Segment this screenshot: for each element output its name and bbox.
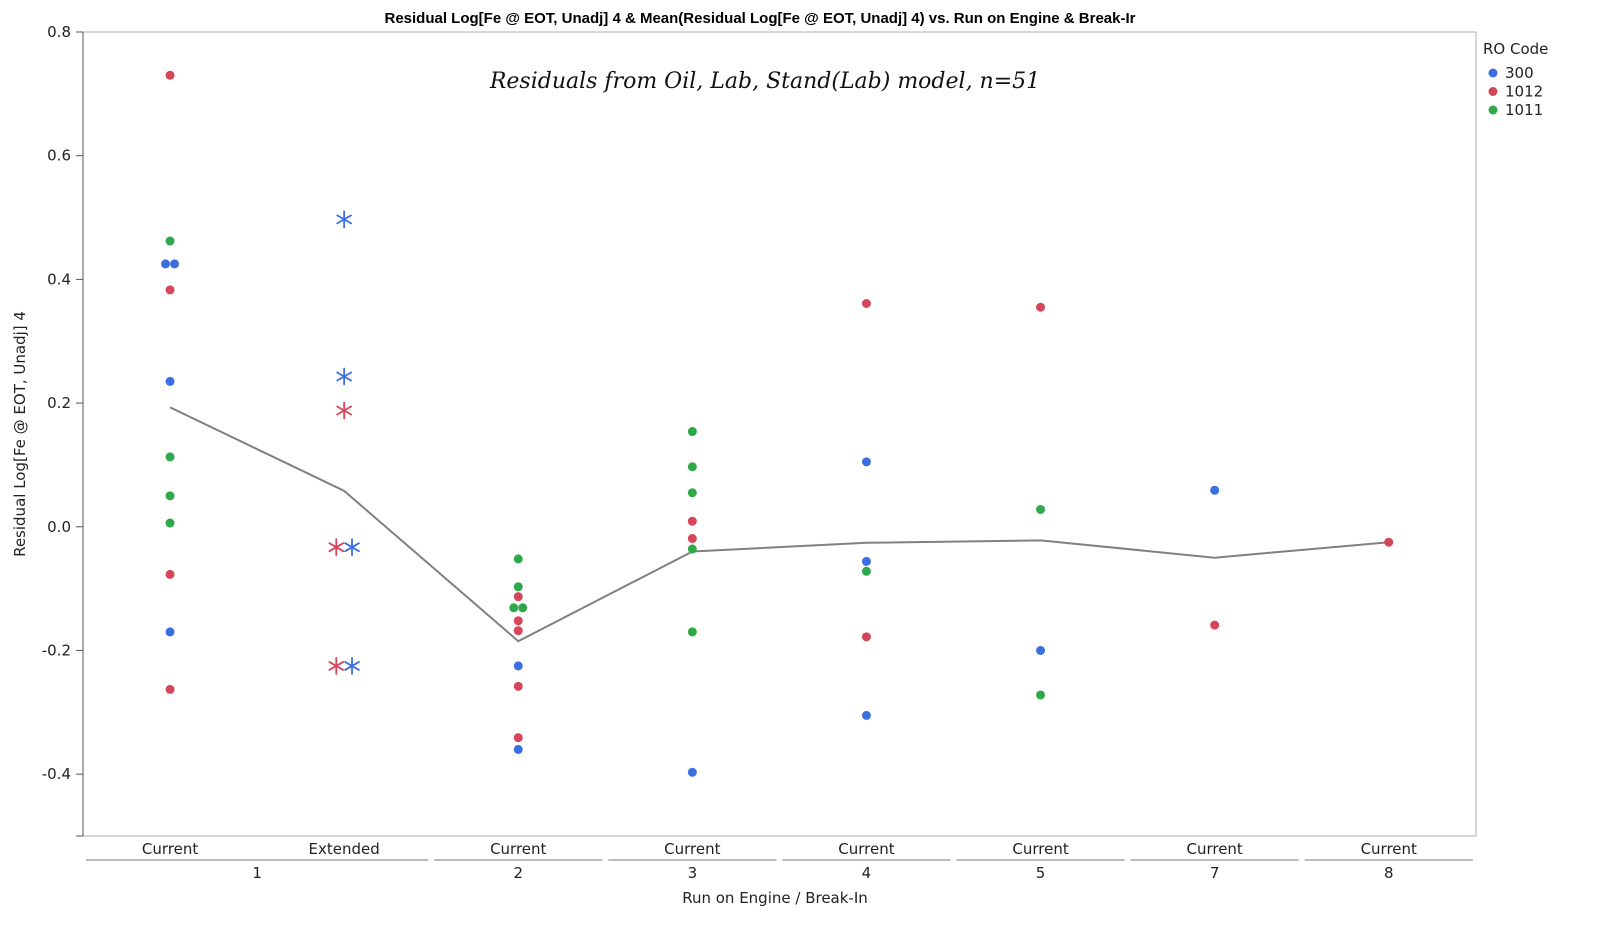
x-group-label: 1 <box>252 864 262 882</box>
data-point-star <box>344 538 360 557</box>
legend-title: RO Code <box>1483 40 1548 58</box>
x-group-label: 3 <box>688 864 698 882</box>
data-point <box>165 518 175 528</box>
data-point <box>687 627 697 637</box>
data-point <box>861 556 871 566</box>
data-point <box>687 488 697 498</box>
mean-line <box>169 406 1389 643</box>
data-points-layer <box>161 70 1394 777</box>
data-point-star <box>344 657 360 675</box>
x-category-label: Current <box>490 840 546 858</box>
x-axis: Current Extended Current Current Current Curr… <box>86 840 1473 882</box>
data-point-star <box>328 657 345 675</box>
data-point <box>165 452 175 462</box>
x-category-label: Extended <box>309 840 380 858</box>
data-point <box>687 462 697 472</box>
data-point <box>1036 302 1046 312</box>
legend-label: 1011 <box>1505 101 1543 119</box>
star-stroke <box>328 542 345 553</box>
data-point <box>1210 485 1220 495</box>
data-point <box>687 544 697 554</box>
data-point <box>513 661 523 671</box>
y-tick-label: 0.0 <box>47 518 71 536</box>
data-point <box>513 733 523 743</box>
x-category-label: Current <box>142 840 198 858</box>
x-group-label: 2 <box>513 864 523 882</box>
data-point-star <box>336 401 352 420</box>
data-point <box>518 603 528 613</box>
x-category-label: Current <box>838 840 894 858</box>
model-annotation: Residuals from Oil, Lab, Stand(Lab) mode… <box>489 69 1040 94</box>
legend-marker <box>1488 87 1498 96</box>
y-tick-label: 0.8 <box>47 23 71 41</box>
star-stroke <box>336 214 352 225</box>
legend-label: 300 <box>1505 64 1534 82</box>
data-point <box>687 516 697 526</box>
data-point <box>1036 645 1046 655</box>
x-category-label: Current <box>1186 840 1242 858</box>
x-group-label: 5 <box>1036 864 1046 882</box>
mean-line-layer <box>169 406 1389 643</box>
data-point <box>1036 690 1046 700</box>
y-tick-label: -0.4 <box>42 765 71 783</box>
data-point <box>165 236 175 246</box>
data-point <box>1210 620 1220 630</box>
data-point <box>513 681 523 691</box>
data-point <box>687 427 697 437</box>
star-stroke <box>336 405 352 416</box>
data-point <box>861 710 871 720</box>
data-point <box>161 259 171 269</box>
data-point <box>1384 537 1394 547</box>
data-point <box>513 744 523 754</box>
data-point <box>1036 504 1046 514</box>
data-point <box>861 457 871 467</box>
chart-title: Residual Log[Fe @ EOT, Unadj] 4 & Mean(R… <box>384 10 1135 27</box>
x-group-label: 4 <box>862 864 872 882</box>
x-category-label: Current <box>664 840 720 858</box>
x-axis-title: Run on Engine / Break-In <box>682 889 868 907</box>
data-point <box>170 259 180 269</box>
star-stroke <box>336 371 352 382</box>
data-point <box>165 376 175 386</box>
data-point-star <box>336 367 352 386</box>
data-point <box>165 569 175 579</box>
data-point <box>165 70 175 80</box>
y-axis-ticks: 0.8 0.6 0.4 0.2 0.0 -0.2 -0.4 <box>42 23 83 837</box>
data-point-star <box>336 210 352 229</box>
data-point <box>165 491 175 501</box>
data-point <box>687 534 697 544</box>
x-group-label: 7 <box>1210 864 1220 882</box>
y-tick-label: 0.6 <box>47 147 71 165</box>
data-point-star <box>328 538 345 557</box>
data-point <box>861 566 871 576</box>
star-stroke <box>344 661 360 671</box>
data-point <box>513 554 523 564</box>
data-point <box>513 582 523 592</box>
y-tick-label: -0.2 <box>42 641 71 659</box>
y-tick-label: 0.2 <box>47 394 71 412</box>
data-point <box>513 592 523 602</box>
legend-marker <box>1488 105 1498 115</box>
data-point <box>165 684 175 694</box>
data-point <box>513 626 523 636</box>
data-point <box>687 767 697 777</box>
y-axis-title: Residual Log[Fe @ EOT, Unadj] 4 <box>11 311 29 557</box>
x-category-label: Current <box>1361 840 1417 858</box>
legend-marker <box>1488 68 1498 78</box>
data-point <box>165 285 175 295</box>
star-stroke <box>344 542 360 553</box>
data-point <box>861 632 871 642</box>
legend-label: 1012 <box>1505 83 1543 101</box>
star-stroke <box>328 661 345 671</box>
data-point <box>513 616 523 626</box>
data-point <box>165 627 175 637</box>
data-point <box>861 299 871 309</box>
data-point <box>509 603 519 613</box>
y-tick-label: 0.4 <box>47 270 71 288</box>
plot-frame <box>82 31 1477 837</box>
x-category-label: Current <box>1012 840 1068 858</box>
x-group-label: 8 <box>1384 864 1394 882</box>
